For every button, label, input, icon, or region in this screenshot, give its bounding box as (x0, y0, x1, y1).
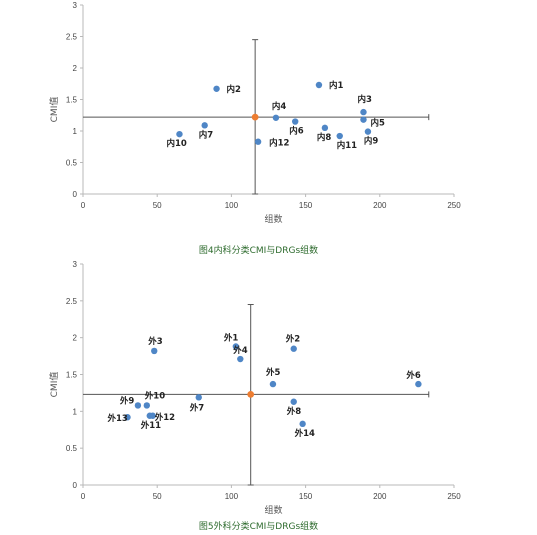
data-point (290, 345, 297, 352)
y-tick-label: 2.5 (66, 33, 78, 42)
data-point (232, 343, 240, 350)
data-point-label: 内6 (289, 126, 304, 137)
data-point-label: 外4 (232, 345, 248, 356)
y-tick-label: 1 (73, 407, 78, 416)
data-point (213, 85, 220, 92)
x-tick-label: 100 (225, 492, 239, 501)
x-tick-label: 250 (447, 492, 461, 501)
data-point (124, 414, 131, 421)
data-point-label: 外13 (107, 413, 128, 424)
x-tick-label: 50 (153, 492, 162, 501)
data-point (336, 132, 343, 140)
data-point-label: 外5 (265, 367, 281, 378)
x-tick-label: 0 (81, 201, 86, 210)
data-point-label: 外2 (285, 334, 301, 345)
y-tick-label: 3 (73, 1, 78, 10)
data-point-label: 内4 (272, 101, 287, 112)
data-point-label: 外8 (286, 406, 302, 417)
data-point-label: 外6 (405, 370, 421, 381)
y-tick-label: 3 (73, 260, 78, 269)
figure-caption: 图5外科分类CMI与DRGs组数 (199, 520, 318, 532)
figure-caption: 图4内科分类CMI与DRGs组数 (199, 244, 318, 256)
data-point (176, 130, 183, 138)
x-tick-label: 200 (373, 201, 387, 210)
x-axis-label: 组数 (264, 504, 282, 516)
y-tick-label: 0 (73, 190, 78, 199)
data-point-label: 外10 (144, 390, 165, 401)
data-point (292, 118, 299, 125)
data-point-label: 内2 (227, 84, 242, 95)
data-point-label: 内10 (166, 138, 186, 149)
data-point (315, 81, 323, 89)
y-axis-label: CMI值 (48, 372, 60, 398)
data-point-label: 外12 (154, 412, 175, 423)
y-tick-label: 0 (73, 481, 78, 490)
reference-point (247, 390, 255, 398)
y-tick-label: 2 (73, 334, 78, 343)
data-point-label: 内9 (364, 136, 379, 147)
data-point-label: 内11 (337, 140, 357, 151)
y-axis-label: CMI值 (48, 97, 60, 123)
data-point (151, 347, 158, 355)
data-point-label: 内5 (370, 118, 385, 129)
data-point (201, 122, 208, 129)
x-tick-label: 150 (299, 492, 313, 501)
data-point-label: 内1 (329, 80, 344, 91)
data-point-label: 外7 (189, 402, 205, 413)
data-point-label: 外14 (294, 428, 315, 439)
x-tick-label: 100 (225, 201, 239, 210)
x-tick-label: 250 (447, 201, 461, 210)
data-point (364, 128, 372, 135)
data-point-label: 内8 (317, 132, 332, 143)
x-tick-label: 50 (153, 201, 162, 210)
data-point (360, 108, 367, 116)
data-point-label: 内7 (199, 129, 214, 140)
data-point (269, 380, 277, 388)
reference-point (251, 113, 259, 121)
data-point-label: 内12 (269, 138, 289, 149)
data-point (254, 138, 262, 145)
y-tick-label: 2 (73, 64, 78, 73)
data-point-label: 外1 (223, 333, 239, 344)
data-point-label: 外3 (147, 336, 163, 347)
data-point (272, 114, 280, 121)
y-tick-label: 1.5 (66, 96, 78, 105)
data-point (360, 116, 367, 123)
x-axis-label: 组数 (264, 213, 282, 225)
x-tick-label: 150 (299, 201, 313, 210)
data-point-label: 内3 (357, 94, 372, 105)
data-point-label: 外9 (119, 395, 135, 406)
data-point (195, 394, 202, 401)
data-point (237, 355, 244, 363)
data-point (321, 124, 329, 132)
data-point (143, 402, 151, 409)
y-tick-label: 1 (73, 127, 78, 136)
data-point (290, 398, 297, 405)
data-point-label: 外11 (140, 420, 161, 431)
data-point (134, 402, 142, 409)
y-tick-label: 1.5 (66, 371, 78, 380)
x-tick-label: 0 (81, 492, 86, 501)
x-tick-label: 200 (373, 492, 387, 501)
data-point (299, 420, 306, 428)
data-point (149, 412, 156, 419)
y-tick-label: 0.5 (66, 444, 78, 453)
y-tick-label: 2.5 (66, 297, 78, 306)
y-tick-label: 0.5 (66, 159, 78, 168)
data-point (415, 380, 422, 388)
